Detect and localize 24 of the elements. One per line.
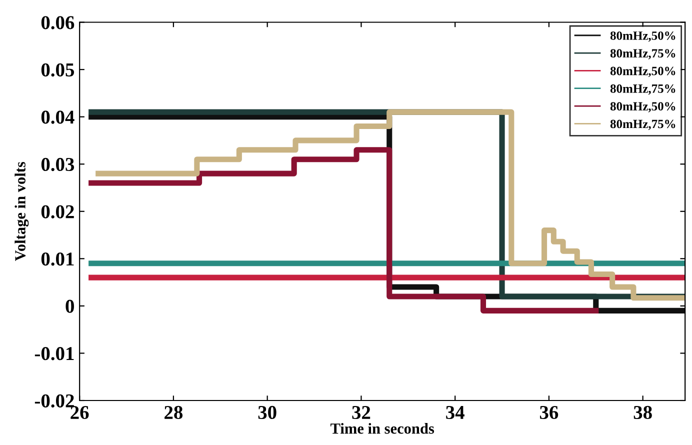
legend-label: 80mHz,75% xyxy=(610,84,676,95)
y-tick-label: 0.05 xyxy=(41,63,74,77)
legend-label: 80mHz,50% xyxy=(610,66,676,78)
x-tick-label: 34 xyxy=(446,406,464,420)
y-tick-label: -0.01 xyxy=(34,347,74,360)
x-tick-label: 30 xyxy=(258,406,276,420)
x-tick-label: 26 xyxy=(70,406,89,420)
x-tick-label: 32 xyxy=(352,406,370,420)
x-tick-label: 28 xyxy=(164,406,183,420)
y-tick-label: 0.02 xyxy=(41,205,74,218)
y-tick-label: 0.04 xyxy=(41,110,74,124)
y-axis-title: Voltage in volts xyxy=(14,162,29,262)
y-tick-label: 0.06 xyxy=(41,16,74,30)
legend-label: 80mHz,50% xyxy=(610,102,676,112)
y-tick-label: 0.03 xyxy=(41,158,74,172)
x-tick-label: 36 xyxy=(540,406,558,420)
y-tick-label: -0.02 xyxy=(34,394,74,408)
legend-label: 80mHz,75% xyxy=(610,120,676,130)
legend-label: 80mHz,50% xyxy=(610,31,676,42)
x-axis-title: Time in seconds xyxy=(330,422,434,434)
y-tick-label: 0.01 xyxy=(41,252,74,266)
y-tick-label: 0 xyxy=(66,300,74,313)
legend-label: 80mHz,75% xyxy=(610,49,676,60)
x-tick-label: 38 xyxy=(634,406,652,420)
